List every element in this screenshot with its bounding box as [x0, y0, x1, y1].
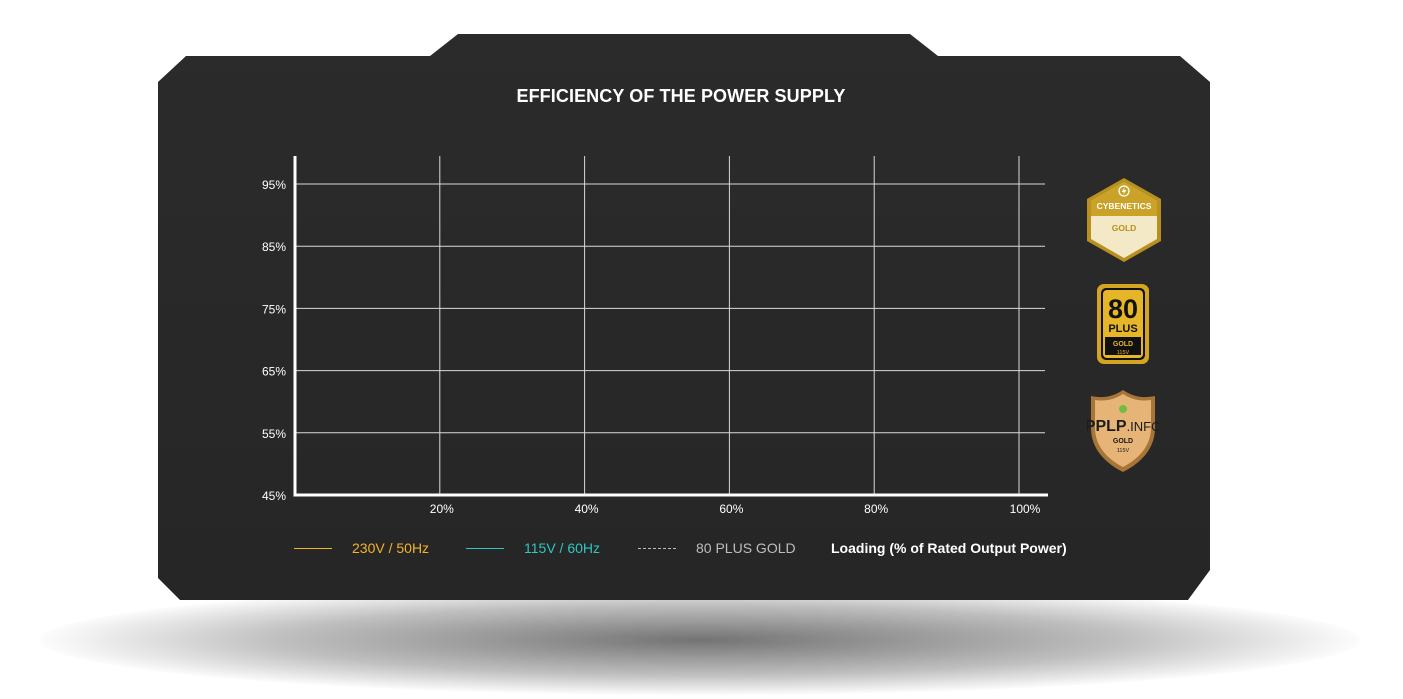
lightning-icon	[1118, 185, 1130, 197]
y-tick-label: 75%	[262, 302, 286, 316]
cybenetics-gold-badge: CYBENETICS GOLD	[1087, 178, 1161, 262]
y-tick-label: 45%	[262, 489, 286, 503]
legend-swatch-115v	[466, 547, 504, 549]
80plus-badge-line3: GOLD	[1113, 341, 1133, 348]
pplp-gold-badge: PPLP.INFO GOLD 115V	[1087, 390, 1159, 472]
legend-item-230v: 230V / 50Hz	[294, 538, 429, 558]
80plus-gold-badge: 80 PLUS GOLD 115V	[1097, 284, 1149, 364]
y-tick-label: 55%	[262, 427, 286, 441]
x-axis-label: Loading (% of Rated Output Power)	[831, 540, 1067, 556]
legend-label-115v: 115V / 60Hz	[524, 540, 601, 556]
x-tick-label: 40%	[575, 502, 599, 516]
80plus-badge-line1: 80	[1108, 294, 1138, 324]
x-tick-label: 100%	[1010, 502, 1041, 516]
80plus-badge-line2: PLUS	[1108, 323, 1137, 335]
legend-swatch-230v	[294, 547, 332, 549]
chart-panel	[158, 34, 1210, 600]
legend-item-115v: 115V / 60Hz	[466, 538, 600, 558]
x-tick-label: 20%	[430, 502, 454, 516]
x-tick-label: 60%	[719, 502, 743, 516]
cybenetics-badge-line1: CYBENETICS	[1097, 201, 1152, 211]
legend-label-230v: 230V / 50Hz	[352, 540, 430, 556]
pplp-badge-line4: 115V	[1117, 448, 1130, 454]
80plus-badge-line4: 115V	[1117, 350, 1130, 356]
x-tick-label: 80%	[864, 502, 888, 516]
chart-title: EFFICIENCY OF THE POWER SUPPLY	[516, 86, 846, 106]
legend-item-80plus-gold: 80 PLUS GOLD	[638, 538, 796, 558]
cybenetics-badge-line2: GOLD	[1112, 223, 1137, 233]
y-tick-label: 65%	[262, 365, 286, 379]
pplp-badge-line3: GOLD	[1113, 438, 1133, 445]
panel-floor-shadow	[40, 585, 1360, 695]
svg-text:PPLP.INFO: PPLP.INFO	[1087, 418, 1159, 435]
legend-label-80plus-gold: 80 PLUS GOLD	[696, 540, 796, 556]
pplp-badge-line2: .INFO	[1127, 419, 1159, 434]
legend-swatch-80plus-gold	[638, 547, 676, 549]
pplp-badge-line1: PPLP	[1087, 418, 1127, 435]
pplp-leaf-icon	[1119, 405, 1127, 413]
y-tick-label: 85%	[262, 240, 286, 254]
y-tick-label: 95%	[262, 178, 286, 192]
